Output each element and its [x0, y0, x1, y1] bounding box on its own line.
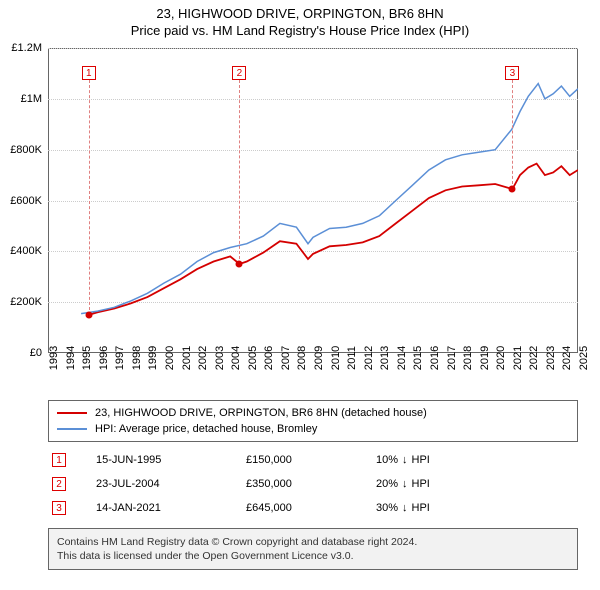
xtick-label: 2021	[512, 346, 524, 370]
ytick-label: £800K	[10, 144, 42, 156]
xtick-label: 1994	[65, 346, 77, 370]
sales-date: 23-JUL-2004	[96, 478, 236, 490]
footer: Contains HM Land Registry data © Crown c…	[48, 528, 578, 570]
footer-line-1: Contains HM Land Registry data © Crown c…	[57, 535, 569, 549]
legend-row: 23, HIGHWOOD DRIVE, ORPINGTON, BR6 8HN (…	[57, 405, 569, 421]
legend-label: 23, HIGHWOOD DRIVE, ORPINGTON, BR6 8HN (…	[95, 407, 427, 419]
sale-marker-dot	[85, 311, 92, 318]
sales-row: 2 23-JUL-2004 £350,000 20% ↓ HPI	[48, 472, 578, 496]
legend-swatch	[57, 428, 87, 430]
sales-delta: 20% ↓ HPI	[376, 478, 496, 490]
legend: 23, HIGHWOOD DRIVE, ORPINGTON, BR6 8HN (…	[48, 400, 578, 442]
xtick-label: 1998	[131, 346, 143, 370]
ytick-label: £0	[30, 347, 42, 359]
title-line-2: Price paid vs. HM Land Registry's House …	[0, 23, 600, 38]
sale-marker-line	[89, 80, 90, 315]
sales-row: 1 15-JUN-1995 £150,000 10% ↓ HPI	[48, 448, 578, 472]
ytick-label: £1.2M	[11, 42, 42, 54]
sales-date: 15-JUN-1995	[96, 454, 236, 466]
ytick-label: £200K	[10, 296, 42, 308]
ytick-label: £400K	[10, 245, 42, 257]
chart-lines	[48, 48, 578, 353]
sale-marker-line	[512, 80, 513, 189]
sales-delta: 10% ↓ HPI	[376, 454, 496, 466]
sale-marker-badge: 3	[505, 66, 519, 80]
sale-marker-dot	[236, 261, 243, 268]
sale-marker-badge: 2	[232, 66, 246, 80]
sales-delta-pct: 30%	[376, 502, 398, 514]
xtick-label: 2015	[412, 346, 424, 370]
xtick-label: 1999	[147, 346, 159, 370]
sales-price: £645,000	[246, 502, 366, 514]
xtick-label: 2002	[197, 346, 209, 370]
sales-delta-suffix: HPI	[412, 502, 430, 514]
xtick-label: 2010	[330, 346, 342, 370]
xtick-label: 1993	[48, 346, 60, 370]
xtick-label: 1996	[98, 346, 110, 370]
xtick-label: 2016	[429, 346, 441, 370]
series-property	[89, 164, 578, 315]
xtick-label: 2017	[446, 346, 458, 370]
legend-label: HPI: Average price, detached house, Brom…	[95, 423, 317, 435]
sales-badge: 3	[52, 501, 66, 515]
xtick-label: 2000	[164, 346, 176, 370]
sales-delta: 30% ↓ HPI	[376, 502, 496, 514]
xtick-label: 2013	[379, 346, 391, 370]
ytick-label: £600K	[10, 195, 42, 207]
chart-area: 123 £0£200K£400K£600K£800K£1M£1.2M 19931…	[48, 48, 578, 353]
xtick-label: 2014	[396, 346, 408, 370]
arrow-down-icon: ↓	[402, 454, 408, 466]
xtick-label: 1997	[114, 346, 126, 370]
chart-title-block: 23, HIGHWOOD DRIVE, ORPINGTON, BR6 8HN P…	[0, 0, 600, 40]
xtick-label: 2022	[528, 346, 540, 370]
xtick-label: 2004	[230, 346, 242, 370]
xtick-label: 2019	[479, 346, 491, 370]
series-hpi	[81, 84, 578, 314]
sales-delta-pct: 10%	[376, 454, 398, 466]
title-line-1: 23, HIGHWOOD DRIVE, ORPINGTON, BR6 8HN	[0, 6, 600, 21]
xtick-label: 1995	[81, 346, 93, 370]
xtick-label: 2023	[545, 346, 557, 370]
xtick-label: 2008	[296, 346, 308, 370]
sales-delta-suffix: HPI	[412, 454, 430, 466]
sale-marker-dot	[509, 186, 516, 193]
xtick-label: 2007	[280, 346, 292, 370]
legend-row: HPI: Average price, detached house, Brom…	[57, 421, 569, 437]
xtick-label: 2012	[363, 346, 375, 370]
xtick-label: 2005	[247, 346, 259, 370]
sales-price: £150,000	[246, 454, 366, 466]
sale-marker-line	[239, 80, 240, 264]
xtick-label: 2009	[313, 346, 325, 370]
xtick-label: 2006	[263, 346, 275, 370]
sales-delta-suffix: HPI	[412, 478, 430, 490]
xtick-label: 2003	[214, 346, 226, 370]
legend-swatch	[57, 412, 87, 414]
sales-badge: 1	[52, 453, 66, 467]
ytick-label: £1M	[21, 93, 42, 105]
sale-marker-badge: 1	[82, 66, 96, 80]
arrow-down-icon: ↓	[402, 478, 408, 490]
footer-line-2: This data is licensed under the Open Gov…	[57, 549, 569, 563]
xtick-label: 2018	[462, 346, 474, 370]
xtick-label: 2024	[561, 346, 573, 370]
xtick-label: 2020	[495, 346, 507, 370]
sales-table: 1 15-JUN-1995 £150,000 10% ↓ HPI 2 23-JUL-2004 £…	[48, 448, 578, 520]
xtick-label: 2011	[346, 346, 358, 370]
sales-price: £350,000	[246, 478, 366, 490]
sales-date: 14-JAN-2021	[96, 502, 236, 514]
xtick-label: 2025	[578, 346, 590, 370]
sales-badge: 2	[52, 477, 66, 491]
sales-delta-pct: 20%	[376, 478, 398, 490]
xtick-label: 2001	[181, 346, 193, 370]
sales-row: 3 14-JAN-2021 £645,000 30% ↓ HPI	[48, 496, 578, 520]
arrow-down-icon: ↓	[402, 502, 408, 514]
